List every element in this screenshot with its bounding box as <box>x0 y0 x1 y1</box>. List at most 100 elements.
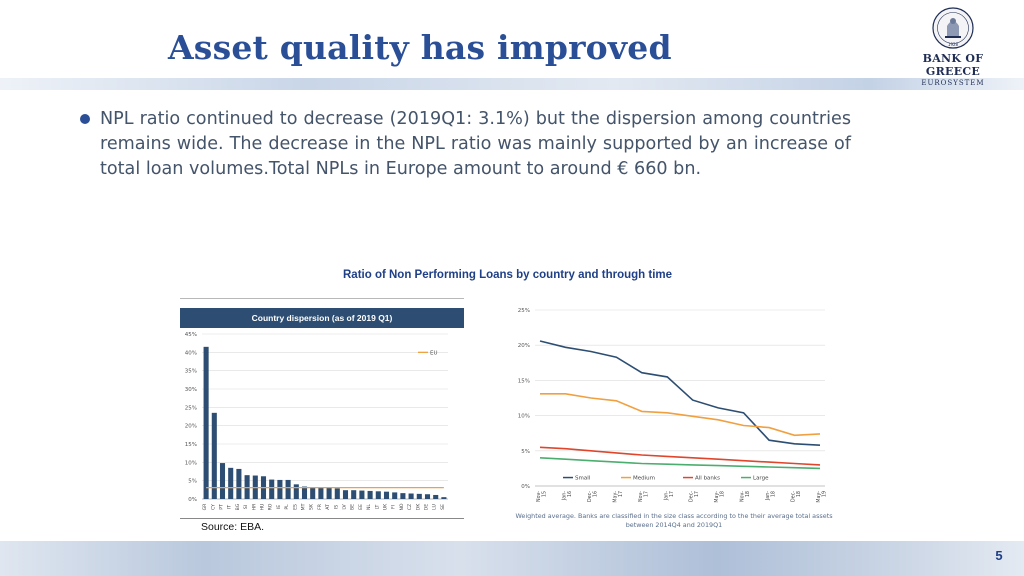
x-tick-label: Dec- <box>791 491 797 502</box>
y-tick-label: 35% <box>185 369 197 375</box>
series-line-small <box>539 340 821 446</box>
y-tick-label: 30% <box>185 387 197 393</box>
x-tick-label: May- <box>816 491 822 503</box>
bar <box>359 490 365 499</box>
x-tick-label-year: 18 <box>745 491 751 497</box>
bullet-point: NPL ratio continued to decrease (2019Q1:… <box>76 107 851 182</box>
legend-label: All banks <box>695 476 720 482</box>
x-tick-label: EE <box>358 504 364 510</box>
x-tick-label-year: 17 <box>618 491 624 497</box>
x-tick-label: Jan- <box>561 491 567 501</box>
y-tick-label: 40% <box>185 350 197 356</box>
page-number: 5 <box>995 548 1003 563</box>
bar <box>334 488 340 499</box>
bar <box>318 487 324 499</box>
bank-name: BANK OF GREECE <box>922 52 984 78</box>
x-tick-label: LV <box>342 504 348 510</box>
bar <box>383 491 390 499</box>
x-tick-label: IS <box>333 505 339 509</box>
x-tick-label: BE <box>350 504 356 510</box>
x-tick-label: LT <box>374 504 380 509</box>
x-tick-label-year: 17 <box>669 491 675 497</box>
legend-label: Small <box>575 476 591 482</box>
header-divider-band <box>0 78 1024 90</box>
x-tick-label-year: 18 <box>720 491 726 497</box>
x-tick-label: DE <box>424 504 430 511</box>
x-tick-label: MT <box>301 503 307 510</box>
panel-top-rule <box>180 298 464 299</box>
x-tick-label: Jan- <box>663 491 669 501</box>
series-line-all-banks <box>539 446 821 466</box>
x-tick-label-year: 16 <box>567 491 573 497</box>
bank-logo: 1928 BANK OF GREECE EUROSYSTEM <box>908 6 998 87</box>
x-tick-label: SK <box>309 503 315 510</box>
y-tick-label: 5% <box>521 449 530 455</box>
bar <box>433 494 439 499</box>
x-tick-label-year: 17 <box>643 491 649 497</box>
x-tick-label: May- <box>612 491 618 503</box>
bar <box>326 488 332 499</box>
x-tick-label: UK <box>383 503 389 510</box>
y-tick-label: 10% <box>518 414 530 420</box>
seal-year: 1928 <box>948 42 959 47</box>
x-tick-label-year: 18 <box>796 491 802 497</box>
x-tick-label-year: 18 <box>771 491 777 497</box>
bar <box>285 479 291 499</box>
bar <box>400 493 406 499</box>
y-tick-label: 15% <box>518 378 530 384</box>
x-tick-label: SI <box>243 505 249 509</box>
x-tick-label-year: 19 <box>822 491 828 497</box>
x-tick-label: IT <box>227 505 233 509</box>
y-tick-label: 25% <box>518 308 530 314</box>
bar <box>416 493 422 499</box>
bar <box>351 490 357 499</box>
legend-label: Medium <box>633 476 655 482</box>
series-line-medium <box>540 393 821 437</box>
bar <box>203 346 209 499</box>
x-tick-label: LU <box>432 504 438 510</box>
x-tick-label: Dec- <box>587 491 593 502</box>
bar <box>211 412 217 499</box>
bar <box>441 497 447 499</box>
y-tick-label: 20% <box>185 424 197 430</box>
x-tick-label: FI <box>391 505 397 509</box>
x-tick-label: PL <box>284 504 290 510</box>
x-tick-label: AT <box>325 504 331 510</box>
chart-heading: Ratio of Non Performing Loans by country… <box>343 269 673 281</box>
y-tick-label: 0% <box>521 484 530 490</box>
x-tick-label: GR <box>202 503 208 511</box>
x-tick-label: FR <box>317 503 323 510</box>
bar <box>392 492 398 499</box>
x-tick-label: DK <box>415 503 421 511</box>
x-tick-label: CY <box>210 504 216 510</box>
x-tick-label: Nov- <box>536 491 542 502</box>
legend-label: Large <box>753 476 769 482</box>
x-tick-label: HR <box>251 503 257 510</box>
y-tick-label: 0% <box>188 497 197 503</box>
x-tick-label: NO <box>399 503 405 510</box>
x-tick-label: Nov- <box>638 491 644 502</box>
x-tick-label: Jan- <box>765 491 771 501</box>
bullet-text: NPL ratio continued to decrease (2019Q1:… <box>100 109 851 179</box>
bar <box>424 494 431 499</box>
x-tick-label: Nov- <box>740 491 746 502</box>
y-tick-label: 25% <box>185 405 197 411</box>
line-chart-footnote: Weighted average. Banks are classified i… <box>515 512 833 529</box>
series-line-large <box>539 457 821 470</box>
x-tick-label: PT <box>219 504 225 510</box>
bank-seal-icon: 1928 <box>932 7 974 49</box>
source-rule <box>180 518 464 519</box>
y-tick-label: 5% <box>188 479 197 485</box>
bar <box>367 490 373 499</box>
bullet-dot-icon <box>80 114 90 124</box>
x-tick-label-year: 15 <box>542 491 548 497</box>
bar <box>301 486 308 499</box>
x-tick-label: Dec- <box>689 491 695 502</box>
x-tick-label: HU <box>260 504 266 511</box>
country-chart-title: Country dispersion (as of 2019 Q1) <box>180 308 464 328</box>
country-dispersion-chart: 0% 5% 10% 15% 20% 25% 30% 35% 40% 45% GR CY PT IT BG SI… <box>185 332 448 511</box>
bar <box>219 463 226 499</box>
bar <box>375 491 381 499</box>
slide-title: Asset quality has improved <box>168 28 672 67</box>
source-note: Source: EBA. <box>201 521 265 533</box>
